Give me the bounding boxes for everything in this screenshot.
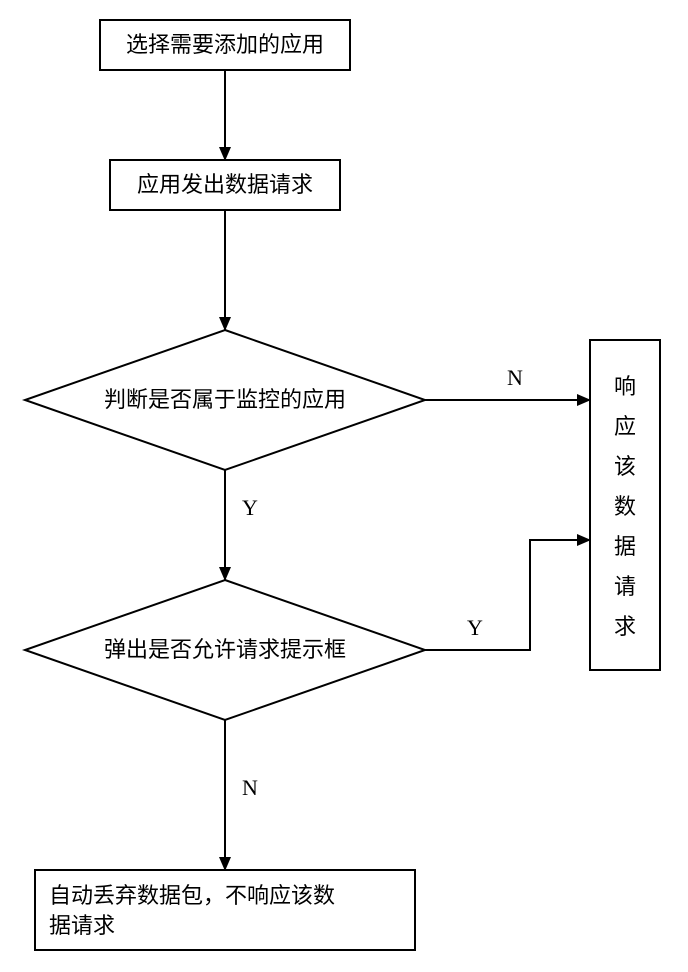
svg-text:求: 求	[614, 614, 636, 639]
flow-edge-e5	[425, 540, 590, 650]
svg-text:数: 数	[614, 494, 636, 519]
svg-text:应: 应	[614, 414, 636, 439]
flow-edge-label-e3: Y	[242, 495, 258, 520]
flow-edge-label-e4: N	[507, 365, 523, 390]
svg-text:据请求: 据请求	[49, 913, 115, 938]
svg-text:请: 请	[614, 574, 636, 599]
flow-node-label-n2: 应用发出数据请求	[137, 172, 313, 197]
flow-node-label-n1: 选择需要添加的应用	[126, 32, 324, 57]
flow-edge-label-e6: N	[242, 775, 258, 800]
svg-text:据: 据	[614, 534, 636, 559]
svg-text:响: 响	[614, 374, 636, 399]
svg-text:自动丢弃数据包，不响应该数: 自动丢弃数据包，不响应该数	[49, 883, 335, 908]
flow-decision-label-d2: 弹出是否允许请求提示框	[104, 637, 346, 662]
svg-text:该: 该	[614, 454, 636, 479]
flow-edge-label-e5: Y	[467, 615, 483, 640]
flow-decision-label-d1: 判断是否属于监控的应用	[104, 387, 346, 412]
